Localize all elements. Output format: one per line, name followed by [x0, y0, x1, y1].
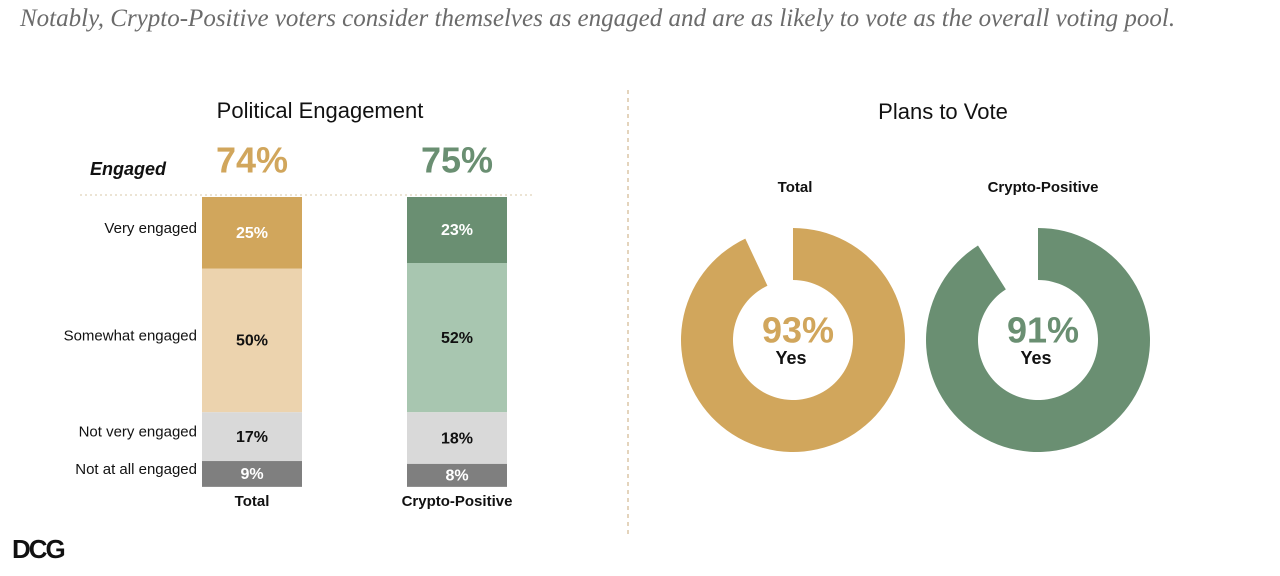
category-label: Crypto-Positive	[402, 493, 513, 510]
row-label: Somewhat engaged	[64, 327, 197, 344]
data-label: 23%	[441, 222, 473, 239]
summary-label: Engaged	[90, 159, 167, 179]
category-label: Total	[778, 179, 813, 196]
donut-arc	[680, 228, 905, 452]
bar-segment	[202, 197, 302, 269]
headline: Notably, Crypto-Positive voters consider…	[20, 5, 1176, 32]
data-label: 18%	[441, 430, 473, 447]
bar-segment	[407, 463, 507, 487]
bar-segment	[407, 197, 507, 264]
center-label: Yes	[1020, 348, 1051, 368]
donut-arc	[926, 228, 1151, 452]
bar-segment	[202, 412, 302, 462]
category-label: Crypto-Positive	[988, 179, 1099, 196]
bar-segment	[407, 412, 507, 464]
data-label: 8%	[445, 468, 468, 485]
bar-segment	[202, 268, 302, 413]
data-label: 9%	[240, 466, 263, 483]
row-label: Not at all engaged	[75, 461, 197, 478]
data-label: 17%	[236, 429, 268, 446]
data-label: 25%	[236, 225, 268, 242]
data-label: 52%	[441, 330, 473, 347]
chart-title: Plans to Vote	[878, 99, 1008, 124]
summary-value: 75%	[421, 140, 493, 181]
center-label: Yes	[775, 348, 806, 368]
bar-segment	[407, 263, 507, 413]
summary-value: 74%	[216, 140, 288, 181]
logo: DCG	[12, 534, 65, 564]
data-label: 50%	[236, 333, 268, 350]
category-label: Total	[235, 493, 270, 510]
chart-title: Political Engagement	[217, 98, 424, 123]
data-label: 91%	[1007, 310, 1079, 351]
data-label: 93%	[762, 310, 834, 351]
row-label: Not very engaged	[79, 424, 197, 441]
bar-segment	[202, 461, 302, 487]
row-label: Very engaged	[104, 220, 197, 237]
